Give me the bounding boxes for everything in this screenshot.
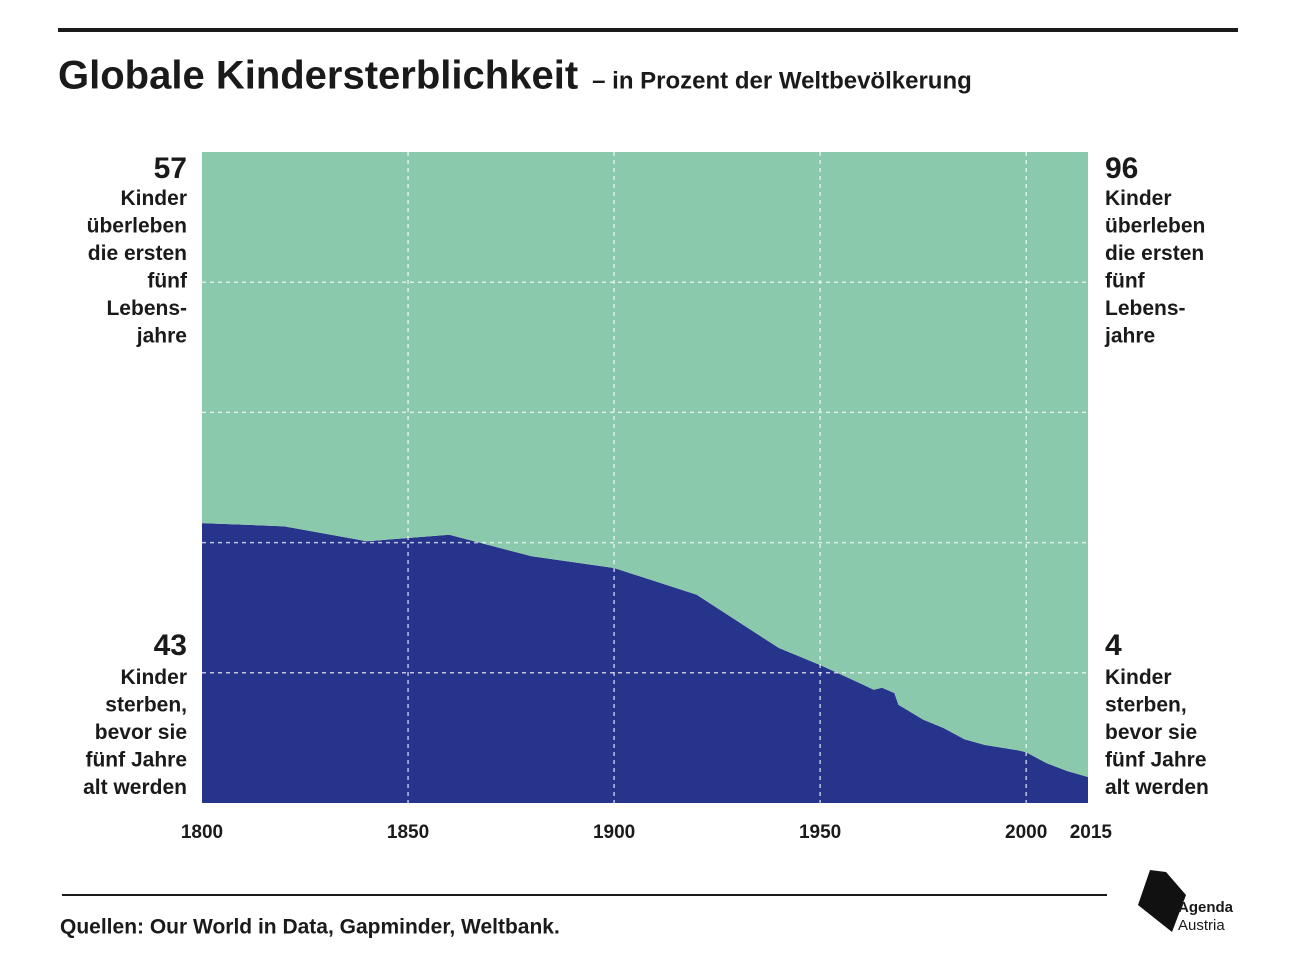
logo-text: Agenda: [1178, 899, 1234, 916]
x-tick-label: 2015: [1070, 822, 1113, 843]
annotation-text: Kinder: [120, 666, 187, 689]
logo-text: Austria: [1178, 917, 1225, 934]
annotation-text: sterben,: [1105, 694, 1187, 717]
annotation-text: fünf Jahre: [1105, 749, 1207, 772]
x-tick-label: 1850: [387, 822, 429, 843]
annotation-text: jahre: [1104, 325, 1155, 348]
annotation-value: 4: [1105, 629, 1122, 662]
annotation-text: Kinder: [120, 187, 187, 210]
annotation-text: Lebens-: [1105, 297, 1186, 320]
annotation-value: 96: [1105, 152, 1138, 185]
annotation-text: die ersten: [88, 242, 187, 265]
annotation-text: überleben: [87, 215, 187, 238]
annotation-text: fünf Jahre: [85, 749, 187, 772]
annotation-value: 57: [154, 152, 187, 185]
x-tick-label: 1800: [181, 822, 223, 843]
logo-mark: [1138, 870, 1186, 932]
annotation-text: sterben,: [105, 694, 187, 717]
annotation-text: fünf: [147, 270, 188, 293]
x-tick-label: 1900: [593, 822, 635, 843]
annotation-text: die ersten: [1105, 242, 1204, 265]
annotation-text: bevor sie: [1105, 721, 1197, 744]
source: Quellen: Our World in Data, Gapminder, W…: [60, 916, 560, 939]
annotation-text: jahre: [136, 325, 187, 348]
annotation-text: alt werden: [83, 776, 187, 799]
x-tick-label: 2000: [1005, 822, 1047, 843]
chart-title: Globale Kindersterblichkeit: [58, 54, 578, 98]
annotation-text: Kinder: [1105, 666, 1172, 689]
annotation-text: überleben: [1105, 215, 1205, 238]
plot: 1800 1850 1900 1950 2000 2015: [181, 152, 1113, 843]
annotation-text: alt werden: [1105, 776, 1209, 799]
annotation-text: bevor sie: [95, 721, 187, 744]
annotation-text: fünf: [1105, 270, 1146, 293]
annotation-text: Lebens-: [106, 297, 187, 320]
area: [202, 152, 1088, 777]
chart-subtitle: – in Prozent der Weltbevölkerung: [592, 67, 972, 94]
annotation-text: Kinder: [1105, 187, 1172, 210]
area: [202, 523, 1088, 803]
annotation-value: 43: [154, 629, 187, 662]
x-tick-label: 1950: [799, 822, 841, 843]
